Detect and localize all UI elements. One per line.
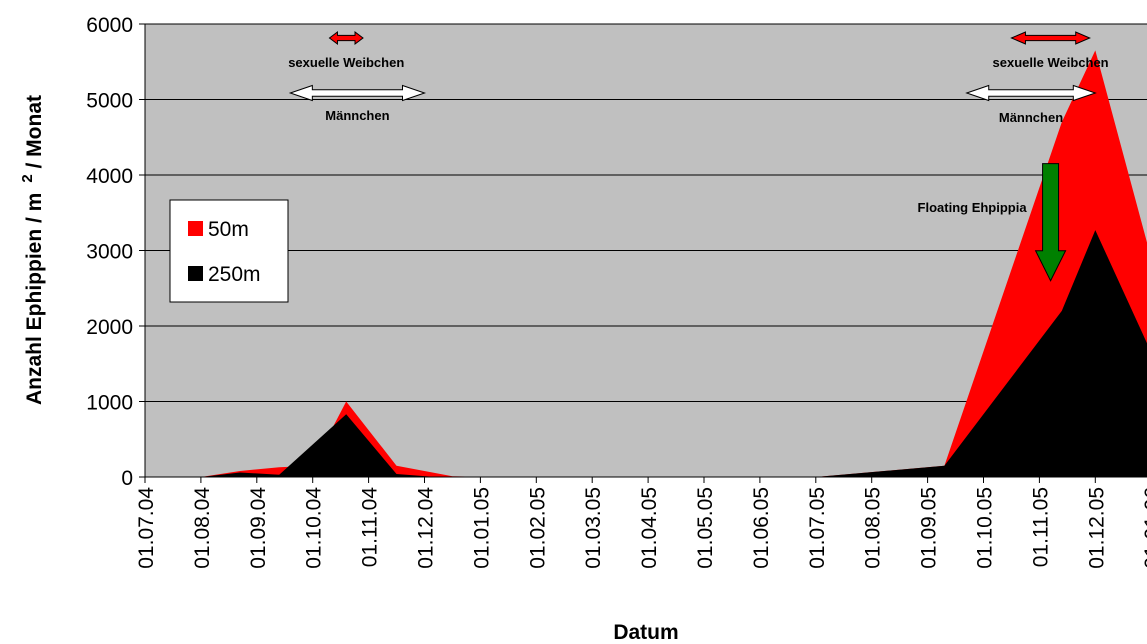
- y-axis-title-main: Anzahl Ephippien / m: [23, 193, 46, 405]
- annotation-label: sexuelle Weibchen: [288, 55, 404, 70]
- y-tick-label: 5000: [86, 90, 133, 113]
- x-tick-label: 01.11.04: [359, 487, 382, 568]
- x-tick-label: 01.08.05: [862, 487, 885, 569]
- x-tick-label: 01.12.04: [415, 487, 438, 569]
- x-tick-label: 01.09.05: [918, 487, 941, 569]
- down-arrow-icon: [1034, 163, 1067, 282]
- x-tick-label: 01.10.04: [303, 487, 326, 569]
- x-tick-label: 01.01.06: [1141, 487, 1147, 569]
- x-tick-label: 01.09.04: [247, 487, 270, 569]
- x-tick-label: 01.08.04: [191, 487, 214, 569]
- x-axis-title: Datum: [613, 621, 678, 644]
- area-series-250m: [200, 230, 1147, 477]
- grid-lines: [145, 23, 1147, 402]
- y-tick-label: 2000: [86, 316, 133, 339]
- annotation-label: Männchen: [325, 108, 389, 123]
- x-tick-label: 01.01.05: [470, 487, 493, 569]
- annotation-label: Floating Ehpippia: [918, 200, 1028, 215]
- double-arrow-icon: [1010, 31, 1091, 45]
- double-arrow-icon: [288, 84, 427, 102]
- x-tick-label: 01.02.05: [526, 487, 549, 569]
- legend-label-250m: 250m: [208, 263, 261, 286]
- x-tick-labels: 01.07.04 01.08.04 01.09.04 01.10.04 01.11.04…: [135, 477, 1147, 569]
- y-axis-title-tail: / Monat: [23, 95, 46, 174]
- y-tick-label: 1000: [86, 392, 133, 415]
- y-axis-title-group: Anzahl Ephippien / m 2 / Monat: [19, 95, 46, 405]
- y-tick-labels: 0 1000 2000 3000 4000 5000 6000: [86, 14, 145, 490]
- x-tick-label: 01.06.05: [750, 487, 773, 569]
- x-tick-label: 01.07.05: [806, 487, 829, 569]
- data-areas: [200, 50, 1147, 477]
- legend-swatch-50m: [188, 221, 203, 236]
- x-tick-label: 01.03.05: [582, 487, 605, 569]
- y-tick-label: 6000: [86, 14, 133, 37]
- annotation-label: sexuelle Weibchen: [993, 55, 1109, 70]
- y-tick-label: 4000: [86, 165, 133, 188]
- y-axis-title-superscript: 2: [19, 174, 36, 182]
- legend: 50m 250m: [169, 199, 289, 303]
- y-tick-label: 3000: [86, 241, 133, 264]
- x-tick-label: 01.07.04: [135, 487, 158, 569]
- annotation-label: Männchen: [999, 110, 1063, 125]
- legend-swatch-250m: [188, 266, 203, 281]
- x-tick-label: 01.05.05: [694, 487, 717, 569]
- double-arrow-icon: [965, 84, 1097, 102]
- double-arrow-icon: [328, 31, 364, 45]
- x-tick-label: 01.10.05: [974, 487, 997, 569]
- legend-label-50m: 50m: [208, 218, 249, 241]
- x-tick-label: 01.12.05: [1085, 487, 1108, 569]
- y-tick-label: 0: [121, 467, 133, 490]
- y-axis-title: Anzahl Ephippien / m 2 / Monat: [19, 95, 46, 405]
- annotations: sexuelle Weibchen Männchen sexuelle Weibch…: [288, 31, 1109, 282]
- x-tick-label: 01.04.05: [638, 487, 661, 569]
- x-tick-label: 01.11.05: [1029, 487, 1052, 567]
- legend-box: [169, 199, 289, 303]
